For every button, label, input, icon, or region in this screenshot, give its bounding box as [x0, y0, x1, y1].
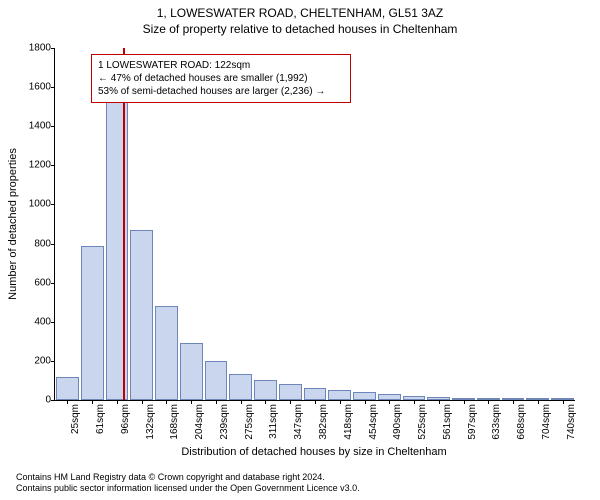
bar: [254, 380, 277, 400]
chart-container: { "titles": { "line1": "1, LOWESWATER RO…: [0, 0, 600, 500]
y-tick-mark: [51, 48, 55, 49]
x-tick-mark: [265, 400, 266, 404]
x-tick-label: 168sqm: [169, 404, 180, 440]
bar: [279, 384, 302, 400]
x-tick-mark: [241, 400, 242, 404]
bar: [180, 343, 203, 400]
x-tick-mark: [92, 400, 93, 404]
x-tick-label: 311sqm: [268, 404, 279, 439]
x-tick-label: 525sqm: [417, 404, 428, 440]
title-line-1: 1, LOWESWATER ROAD, CHELTENHAM, GL51 3AZ: [0, 6, 600, 22]
x-tick-mark: [464, 400, 465, 404]
x-tick-mark: [142, 400, 143, 404]
x-tick-label: 668sqm: [516, 404, 527, 440]
bar: [304, 388, 327, 400]
y-tick-label: 1200: [11, 160, 51, 171]
bar: [106, 83, 129, 400]
annotation-box: 1 LOWESWATER ROAD: 122sqm← 47% of detach…: [91, 54, 351, 103]
bar: [130, 230, 153, 400]
y-tick-mark: [51, 126, 55, 127]
x-tick-label: 275sqm: [244, 404, 255, 440]
y-tick-mark: [51, 244, 55, 245]
x-tick-mark: [166, 400, 167, 404]
chart-wrap: 02004006008001000120014001600180025sqm61…: [54, 48, 574, 400]
x-tick-mark: [488, 400, 489, 404]
x-tick-label: 96sqm: [120, 404, 131, 434]
y-tick-label: 1400: [11, 121, 51, 132]
x-tick-label: 239sqm: [219, 404, 230, 440]
x-tick-mark: [117, 400, 118, 404]
y-tick-label: 200: [11, 355, 51, 366]
chart-titles: 1, LOWESWATER ROAD, CHELTENHAM, GL51 3AZ…: [0, 0, 600, 37]
x-tick-mark: [340, 400, 341, 404]
footer-line-1: Contains HM Land Registry data © Crown c…: [16, 472, 360, 483]
bar: [229, 374, 252, 400]
y-tick-label: 600: [11, 277, 51, 288]
title-line-2: Size of property relative to detached ho…: [0, 22, 600, 38]
x-tick-mark: [414, 400, 415, 404]
x-tick-label: 633sqm: [491, 404, 502, 440]
bar: [205, 361, 228, 400]
annotation-line-2: ← 47% of detached houses are smaller (1,…: [98, 72, 344, 85]
x-tick-mark: [365, 400, 366, 404]
annotation-line-1: 1 LOWESWATER ROAD: 122sqm: [98, 59, 344, 72]
footer-attribution: Contains HM Land Registry data © Crown c…: [16, 472, 360, 495]
y-tick-mark: [51, 322, 55, 323]
x-tick-label: 740sqm: [566, 404, 577, 440]
annotation-line-3: 53% of semi-detached houses are larger (…: [98, 85, 344, 98]
y-tick-label: 1600: [11, 82, 51, 93]
bar: [155, 306, 178, 400]
x-tick-mark: [439, 400, 440, 404]
x-tick-label: 597sqm: [467, 404, 478, 440]
y-axis-label-wrap: Number of detached properties: [6, 48, 20, 400]
plot-area: 02004006008001000120014001600180025sqm61…: [54, 48, 575, 401]
x-tick-label: 382sqm: [318, 404, 329, 440]
x-tick-label: 490sqm: [392, 404, 403, 440]
x-tick-label: 347sqm: [293, 404, 304, 440]
y-tick-mark: [51, 204, 55, 205]
y-tick-label: 1000: [11, 199, 51, 210]
x-tick-mark: [315, 400, 316, 404]
bar: [328, 390, 351, 400]
x-tick-label: 561sqm: [442, 404, 453, 440]
y-tick-label: 1800: [11, 43, 51, 54]
y-tick-mark: [51, 87, 55, 88]
x-tick-label: 418sqm: [343, 404, 354, 440]
bar: [81, 246, 104, 400]
x-tick-mark: [563, 400, 564, 404]
x-tick-label: 454sqm: [368, 404, 379, 440]
bar: [353, 392, 376, 400]
y-tick-mark: [51, 165, 55, 166]
x-tick-label: 204sqm: [194, 404, 205, 440]
y-tick-mark: [51, 400, 55, 401]
x-tick-label: 704sqm: [541, 404, 552, 440]
bar: [56, 377, 79, 400]
y-tick-label: 800: [11, 238, 51, 249]
x-axis-label: Distribution of detached houses by size …: [54, 446, 574, 458]
y-tick-label: 0: [11, 395, 51, 406]
x-tick-mark: [538, 400, 539, 404]
x-tick-mark: [191, 400, 192, 404]
x-tick-label: 25sqm: [70, 404, 81, 434]
x-tick-label: 132sqm: [145, 404, 156, 440]
x-tick-mark: [389, 400, 390, 404]
y-tick-mark: [51, 361, 55, 362]
y-tick-mark: [51, 283, 55, 284]
footer-line-2: Contains public sector information licen…: [16, 483, 360, 494]
x-tick-mark: [290, 400, 291, 404]
x-tick-label: 61sqm: [95, 404, 106, 434]
x-tick-mark: [513, 400, 514, 404]
y-tick-label: 400: [11, 316, 51, 327]
x-tick-mark: [216, 400, 217, 404]
x-tick-mark: [67, 400, 68, 404]
